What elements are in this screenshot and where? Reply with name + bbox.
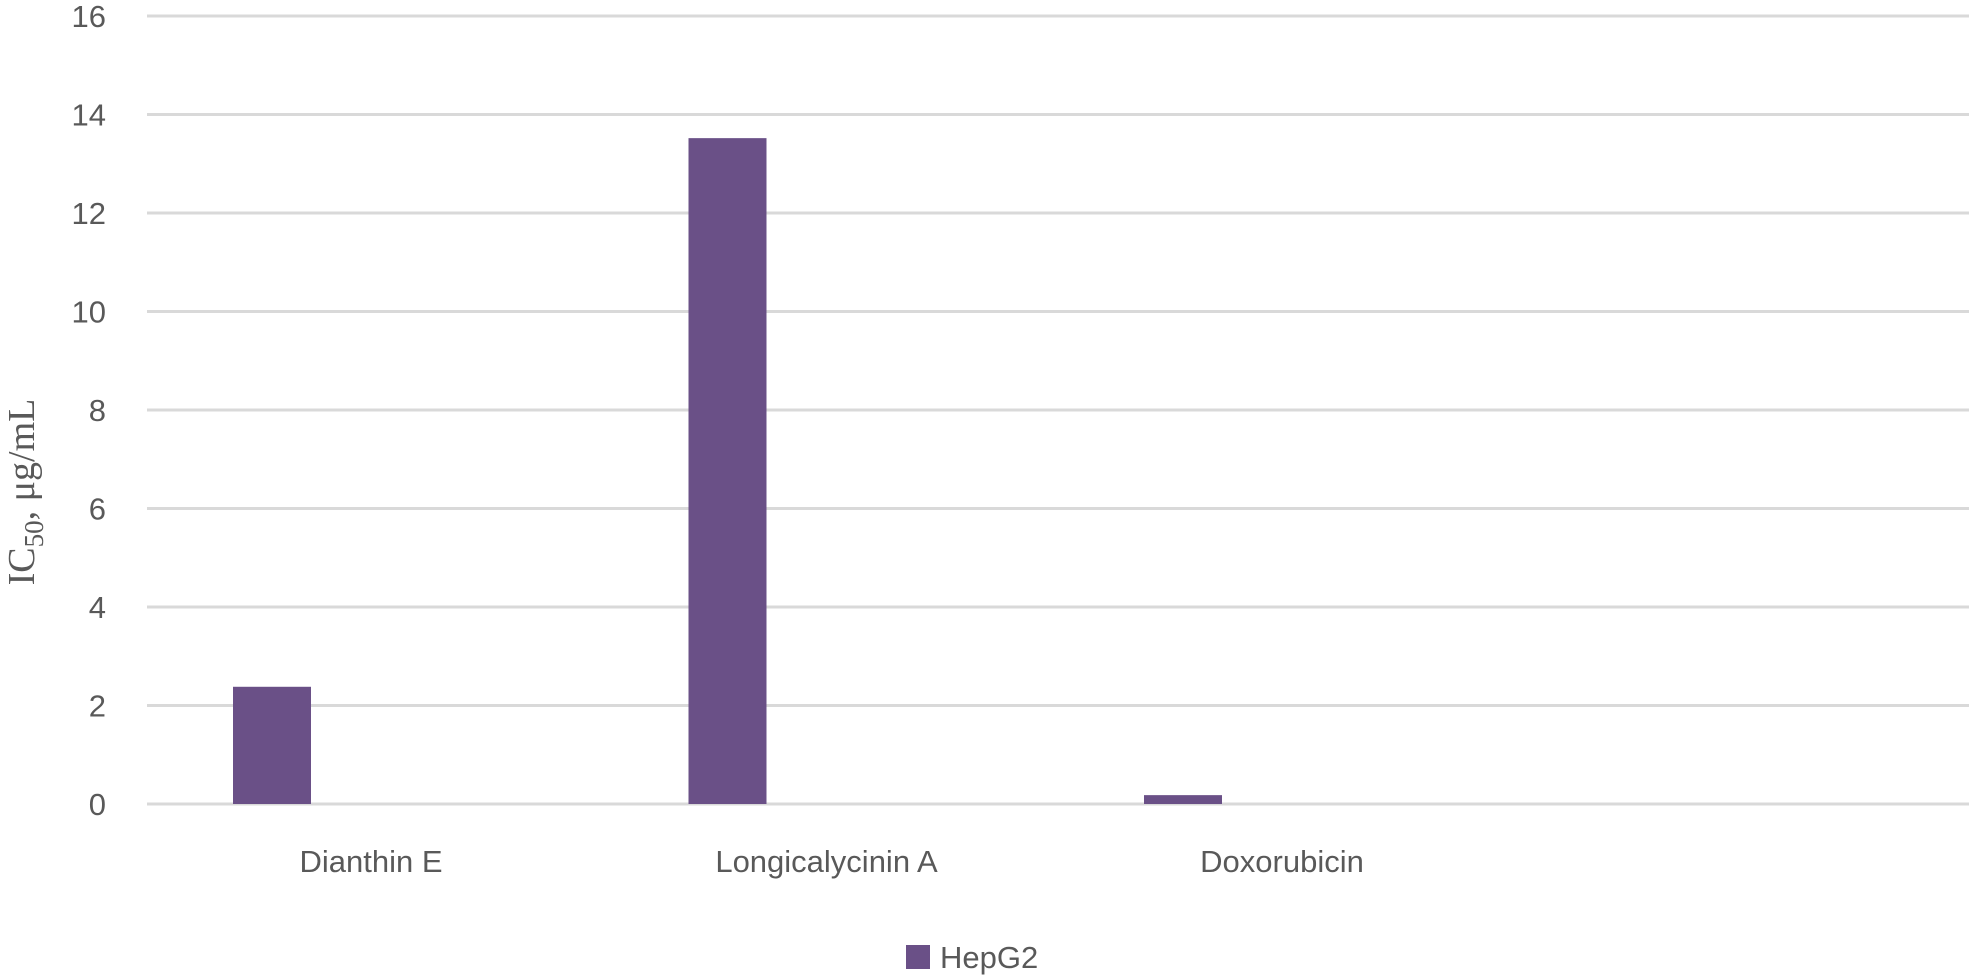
- y-tick-label: 12: [72, 196, 106, 231]
- gridlines: [147, 14, 1969, 806]
- y-tick-labels: 0 2 4 6 8 10 12 14 16: [72, 0, 106, 822]
- y-tick-label: 2: [89, 689, 106, 724]
- category-label: Longicalycinin A: [715, 844, 938, 879]
- y-axis-title-subscript: 50: [19, 520, 49, 547]
- legend-label-hepg2: HepG2: [940, 940, 1038, 975]
- bar-longicalycinin-a: [688, 138, 767, 804]
- y-tick-label: 6: [89, 492, 106, 527]
- category-label: Dianthin E: [299, 844, 442, 879]
- y-axis-title-rest: , μg/mL: [1, 399, 43, 521]
- y-tick-label: 16: [72, 0, 106, 34]
- category-labels: Dianthin E Longicalycinin A Doxorubicin: [299, 844, 1363, 879]
- legend-swatch-hepg2: [906, 945, 930, 969]
- category-label: Doxorubicin: [1200, 844, 1364, 879]
- y-axis-title-main: IC: [1, 547, 43, 585]
- y-tick-label: 14: [72, 98, 106, 133]
- y-tick-label: 4: [89, 590, 106, 625]
- bars: [233, 138, 1222, 804]
- y-tick-label: 0: [89, 787, 106, 822]
- bar-doxorubicin: [1144, 795, 1222, 804]
- y-tick-label: 8: [89, 393, 106, 428]
- y-tick-label: 10: [72, 295, 106, 330]
- y-axis-title: IC50, μg/mL: [1, 399, 49, 586]
- legend: HepG2: [906, 940, 1038, 975]
- bar-dianthin-e: [233, 686, 311, 804]
